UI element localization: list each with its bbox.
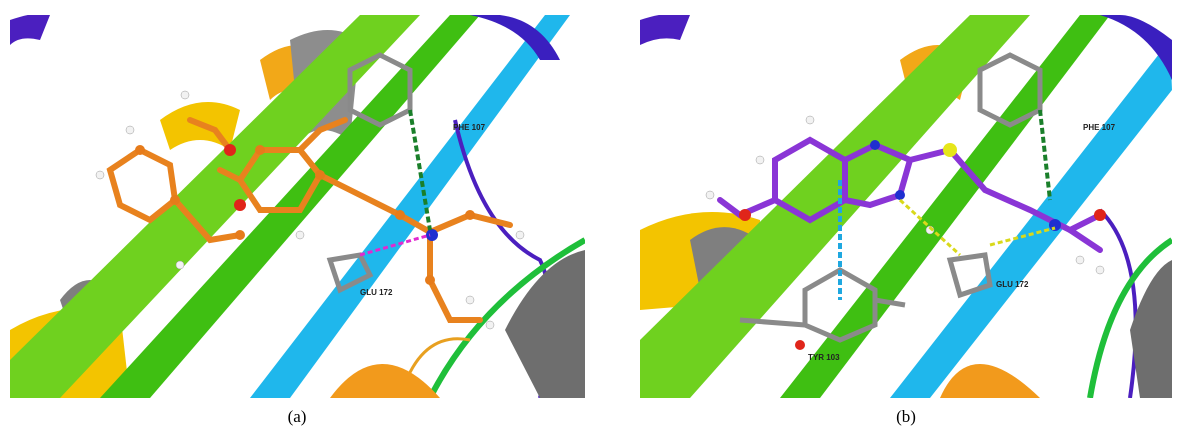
residue-label: TYR 103 <box>808 353 840 362</box>
panel-caption: (a) <box>288 407 307 426</box>
residue-label: GLU 172 <box>996 280 1029 289</box>
figure: PHE 107 GLU 172 <box>0 0 1182 432</box>
residue-label: GLU 172 <box>360 288 393 297</box>
panel-caption: (b) <box>896 407 916 426</box>
panel-b: PHE 107 GLU 172 TYR 103 <box>640 13 1172 398</box>
residue-label: PHE 107 <box>453 123 486 132</box>
page: PHE 107 GLU 172 <box>0 0 1182 432</box>
residue-label: PHE 107 <box>1083 123 1116 132</box>
panel-a: PHE 107 GLU 172 <box>10 13 585 398</box>
